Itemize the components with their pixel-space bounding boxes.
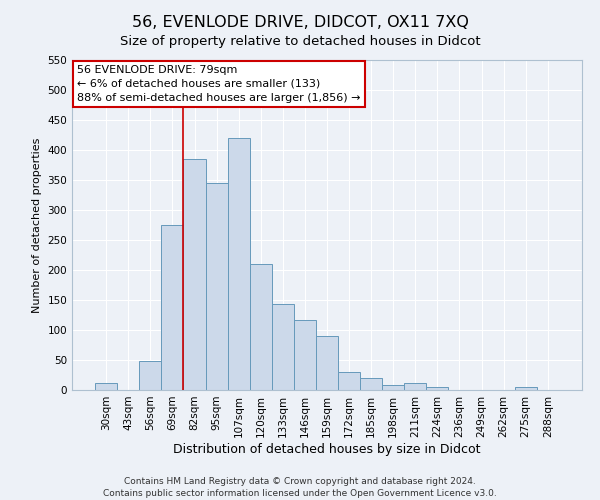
Y-axis label: Number of detached properties: Number of detached properties	[32, 138, 42, 312]
Bar	[515, 387, 537, 390]
Bar	[227, 138, 250, 390]
Text: Size of property relative to detached houses in Didcot: Size of property relative to detached ho…	[119, 35, 481, 48]
Bar	[360, 378, 382, 390]
Bar	[382, 384, 404, 390]
Bar	[316, 336, 338, 390]
Bar	[206, 183, 227, 390]
Bar	[250, 264, 272, 390]
Text: 56 EVENLODE DRIVE: 79sqm
← 6% of detached houses are smaller (133)
88% of semi-d: 56 EVENLODE DRIVE: 79sqm ← 6% of detache…	[77, 65, 361, 103]
Bar	[338, 372, 360, 390]
Bar	[272, 304, 294, 390]
Bar	[95, 383, 117, 390]
Text: Contains HM Land Registry data © Crown copyright and database right 2024.
Contai: Contains HM Land Registry data © Crown c…	[103, 476, 497, 498]
X-axis label: Distribution of detached houses by size in Didcot: Distribution of detached houses by size …	[173, 442, 481, 456]
Bar	[184, 159, 206, 390]
Bar	[161, 225, 184, 390]
Bar	[404, 383, 427, 390]
Bar	[294, 320, 316, 390]
Text: 56, EVENLODE DRIVE, DIDCOT, OX11 7XQ: 56, EVENLODE DRIVE, DIDCOT, OX11 7XQ	[131, 15, 469, 30]
Bar	[427, 387, 448, 390]
Bar	[139, 361, 161, 390]
